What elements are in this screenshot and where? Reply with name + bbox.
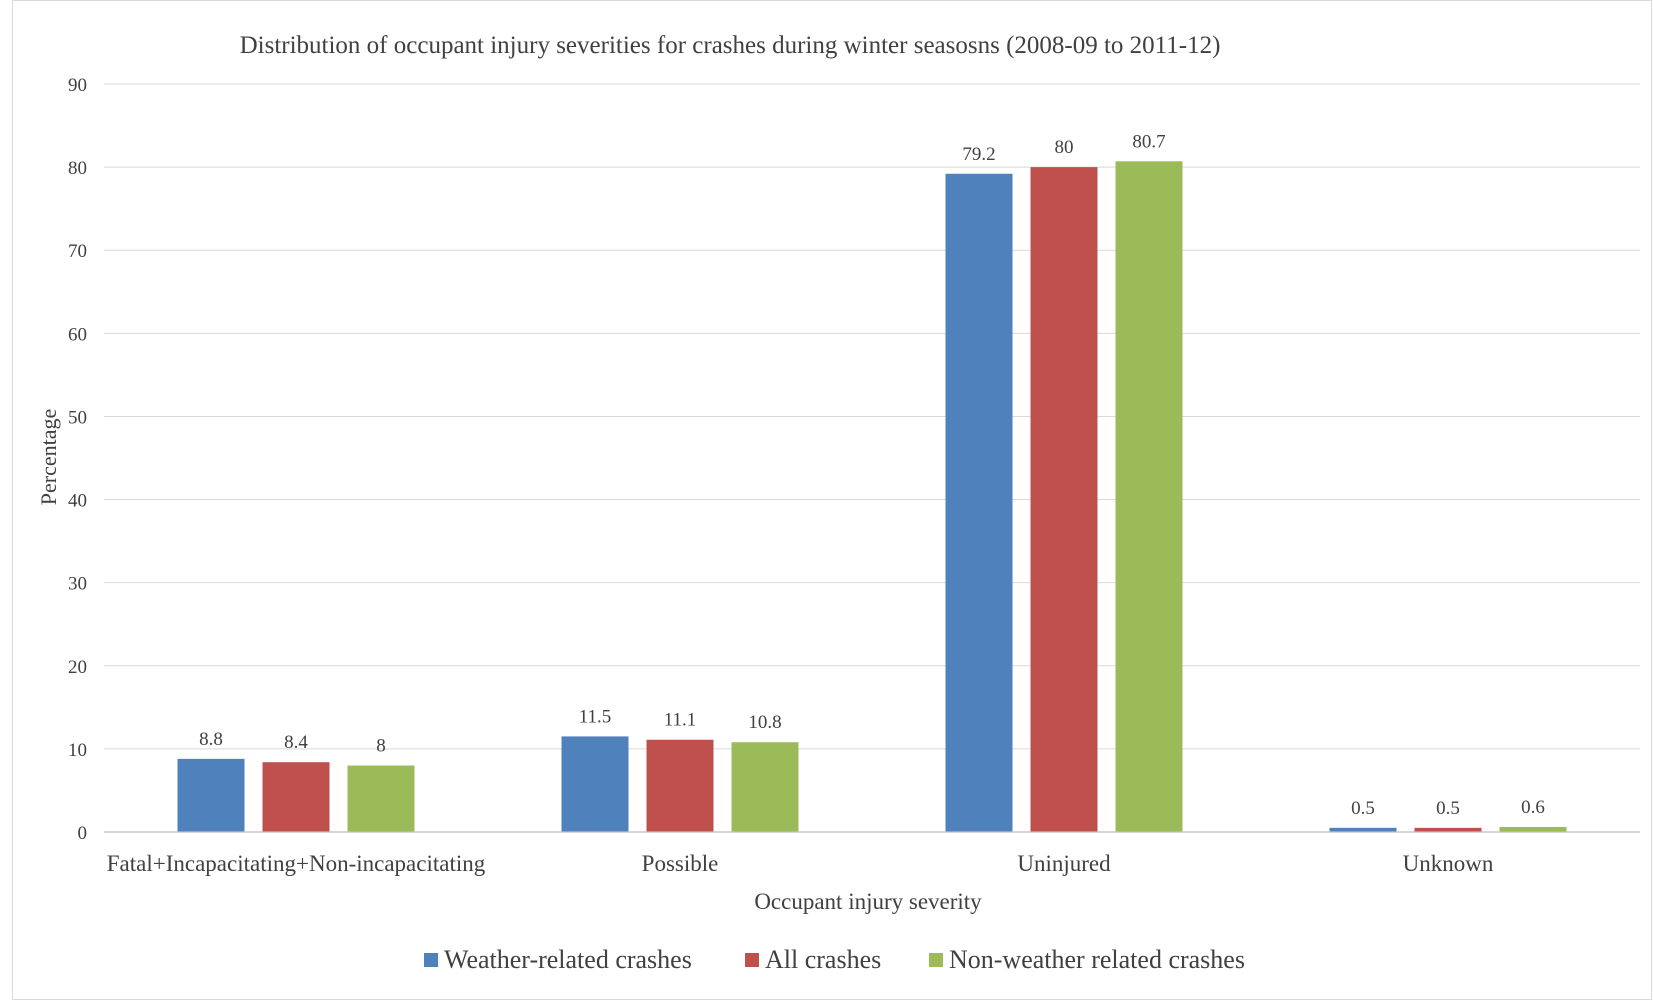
bar-3-1 — [347, 765, 415, 832]
legend-swatch — [745, 953, 759, 967]
y-tick-label: 0 — [78, 823, 88, 844]
x-tick-label: Possible — [642, 851, 719, 876]
data-label: 8.8 — [199, 729, 223, 750]
data-label: 80 — [1055, 137, 1074, 158]
data-label: 0.6 — [1521, 797, 1545, 818]
gridlines — [104, 83, 1640, 750]
data-label: 10.8 — [748, 712, 781, 733]
x-axis-label: Occupant injury severity — [754, 889, 982, 914]
bars — [177, 161, 1567, 833]
x-tick-label: Fatal+Incapacitating+Non-incapacitating — [107, 851, 486, 876]
bar-2-2 — [646, 739, 714, 832]
y-tick-label: 70 — [68, 241, 87, 262]
legend-label: Weather-related crashes — [444, 945, 692, 974]
bar-2-1 — [262, 762, 330, 832]
data-label: 8.4 — [284, 732, 308, 753]
data-label: 8 — [376, 736, 386, 757]
bar-1-4 — [1329, 827, 1397, 832]
data-label: 79.2 — [962, 144, 995, 165]
data-label: 0.5 — [1436, 798, 1460, 819]
legend-swatch — [929, 953, 943, 967]
legend-label: All crashes — [765, 945, 881, 974]
bar-2-4 — [1414, 827, 1482, 832]
chart-title: Distribution of occupant injury severiti… — [240, 32, 1221, 59]
bar-2-3 — [1030, 167, 1098, 833]
y-tick-label: 30 — [68, 574, 87, 595]
y-tick-label: 80 — [68, 158, 87, 179]
bar-1-2 — [561, 736, 629, 832]
data-label: 11.5 — [579, 706, 612, 727]
x-tick-label: Uninjured — [1017, 851, 1111, 876]
x-tick-label: Unknown — [1403, 851, 1494, 876]
bar-3-4 — [1499, 827, 1567, 832]
bar-1-1 — [177, 758, 245, 832]
bar-3-2 — [731, 742, 799, 832]
bar-3-3 — [1115, 161, 1183, 832]
data-labels: 8.8 8.4 8 11.5 11.1 10.8 79.2 80 80.7 0.5 0.5 0.6 — [199, 131, 1545, 819]
legend: Weather-related crashes All crashes Non-we… — [424, 945, 1245, 974]
legend-label: Non-weather related crashes — [949, 945, 1245, 974]
y-tick-label: 20 — [68, 657, 87, 678]
data-label: 11.1 — [664, 710, 697, 731]
y-tick-label: 40 — [68, 491, 87, 512]
y-tick-label: 50 — [68, 407, 87, 428]
y-axis-label: Percentage — [36, 409, 61, 506]
y-axis-ticks: 0 10 20 30 40 50 60 70 80 90 — [68, 75, 87, 844]
y-tick-label: 60 — [68, 324, 87, 345]
x-axis-ticks: Fatal+Incapacitating+Non-incapacitating P… — [107, 851, 1494, 876]
legend-swatch — [424, 953, 438, 967]
y-tick-label: 90 — [68, 75, 87, 96]
data-label: 80.7 — [1132, 131, 1165, 152]
bar-1-3 — [945, 173, 1013, 832]
data-label: 0.5 — [1351, 798, 1375, 819]
y-tick-label: 10 — [68, 740, 87, 761]
